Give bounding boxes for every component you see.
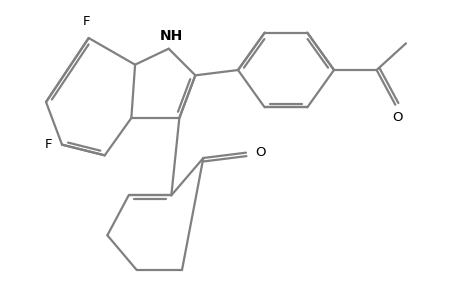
- Text: F: F: [82, 15, 90, 28]
- Text: F: F: [45, 138, 52, 151]
- Text: O: O: [392, 111, 403, 124]
- Text: O: O: [255, 146, 265, 159]
- Text: NH: NH: [159, 29, 183, 44]
